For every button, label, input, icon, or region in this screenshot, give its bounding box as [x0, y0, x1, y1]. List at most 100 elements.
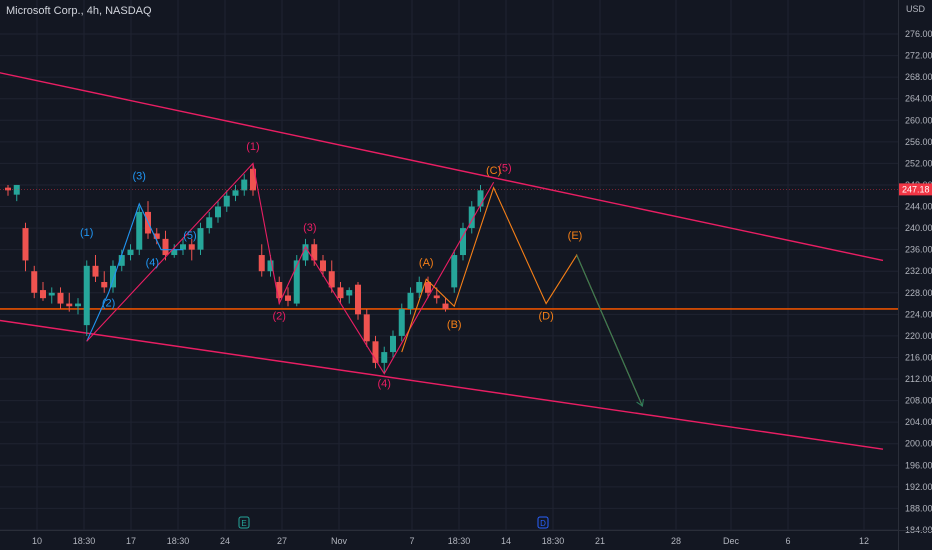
x-tick-label: 18:30 [542, 536, 565, 546]
y-tick-label: 260.00 [905, 115, 932, 125]
wave-label: (5) [498, 162, 511, 174]
symbol-name: Microsoft Corp. [6, 5, 81, 17]
candle-body [171, 249, 178, 256]
x-tick-label: 12 [859, 536, 869, 546]
y-tick-label: 212.00 [905, 374, 932, 384]
candle-body [48, 292, 55, 296]
candle-body [13, 184, 20, 195]
y-tick-label: 192.00 [905, 482, 932, 492]
exchange: NASDAQ [105, 5, 152, 17]
projection-arrow [576, 254, 643, 407]
y-tick-label: 220.00 [905, 331, 932, 341]
wave-label: (3) [133, 171, 146, 183]
last-price-value: 247.18 [902, 184, 930, 194]
time-marker-label: D [540, 519, 546, 528]
chart-header: Microsoft Corp., 4h, NASDAQ [6, 5, 152, 17]
candle-body [153, 233, 160, 239]
last-price-marker: 247.18 [0, 183, 932, 196]
x-tick-label: Nov [331, 536, 348, 546]
candle-body [258, 255, 265, 272]
candle-body [355, 284, 361, 315]
wave-label: (A) [419, 257, 434, 269]
candle-body [215, 206, 221, 218]
candle-body [381, 352, 388, 363]
candle-body [206, 217, 213, 229]
projection-arrowhead [636, 398, 645, 407]
header-separator: , [98, 5, 106, 17]
grid [0, 0, 898, 531]
y-tick-label: 204.00 [905, 417, 932, 427]
wave-label: (D) [538, 311, 553, 323]
candle-body [127, 249, 134, 256]
candle-body [5, 187, 11, 191]
candle-body [22, 228, 29, 261]
candle-body [232, 190, 239, 196]
candle-body [118, 255, 125, 266]
candle-body [293, 260, 300, 304]
wave-label: (1) [80, 227, 93, 239]
candle-body [40, 290, 46, 299]
wave-labels: (1) (2) (3) (4) (5) (1) (2) (3) (4) (5) (A) (B) (C) (… [80, 141, 582, 390]
price-axis[interactable]: 184.00188.00192.00196.00200.00204.00208.… [898, 0, 932, 550]
y-tick-label: 272.00 [905, 51, 932, 61]
wave-label: (2) [273, 311, 286, 323]
candle-body [328, 271, 335, 288]
y-tick-label: 236.00 [905, 245, 932, 255]
candle-body [320, 260, 326, 272]
x-tick-label: 27 [277, 536, 287, 546]
wave-label: (5) [183, 230, 196, 242]
x-tick-label: 18:30 [167, 536, 190, 546]
y-tick-label: 228.00 [905, 288, 932, 298]
wave-label: (4) [378, 378, 391, 390]
channel-lines [0, 72, 884, 450]
candle-body [451, 255, 458, 288]
candle-body [83, 265, 90, 326]
candle-body [180, 244, 186, 250]
y-tick-label: 224.00 [905, 309, 932, 319]
candle-body [57, 292, 64, 304]
candle-body [92, 265, 99, 277]
candle-body [390, 335, 396, 353]
candle-body [250, 168, 256, 191]
channel-line [0, 319, 884, 450]
candle-body [477, 190, 484, 207]
wave-annotations [86, 162, 645, 407]
y-tick-label: 276.00 [905, 29, 932, 39]
wave-label: (C) [486, 165, 501, 177]
y-tick-label: 252.00 [905, 158, 932, 168]
candle-body [110, 265, 116, 288]
wave-label: (B) [447, 319, 462, 331]
y-tick-label: 264.00 [905, 94, 932, 104]
y-tick-label: 200.00 [905, 439, 932, 449]
candles [5, 163, 484, 374]
time-marker-box [537, 516, 549, 529]
candle-body [311, 244, 318, 261]
candle-body [197, 228, 204, 250]
x-tick-label: 18:30 [73, 536, 96, 546]
candle-body [372, 341, 379, 363]
wave-label: (1) [246, 141, 259, 153]
wave-label: (4) [146, 257, 159, 269]
candle-body [241, 179, 248, 191]
candle-body [468, 206, 475, 229]
channel-line [0, 72, 884, 262]
x-tick-label: 7 [409, 536, 414, 546]
y-tick-label: 216.00 [905, 352, 932, 362]
time-marker-box [238, 516, 250, 529]
candle-body [416, 282, 423, 293]
header-separator: , [80, 5, 87, 17]
candle-body [223, 195, 230, 207]
last-price-tag [899, 183, 932, 196]
candle-body [75, 303, 81, 307]
wave-path [86, 202, 183, 342]
y-tick-label: 208.00 [905, 396, 932, 406]
candle-body [101, 282, 108, 288]
time-axis[interactable]: 10 18:30 17 18:30 24 27 Nov 7 18:30 14 18:30 21 28 De… [0, 530, 932, 547]
candle-body [162, 238, 169, 256]
x-tick-label: 21 [595, 536, 605, 546]
candle-body [433, 295, 440, 299]
wave-label: (3) [303, 222, 316, 234]
candle-body [407, 292, 414, 309]
candle-body [337, 287, 344, 299]
